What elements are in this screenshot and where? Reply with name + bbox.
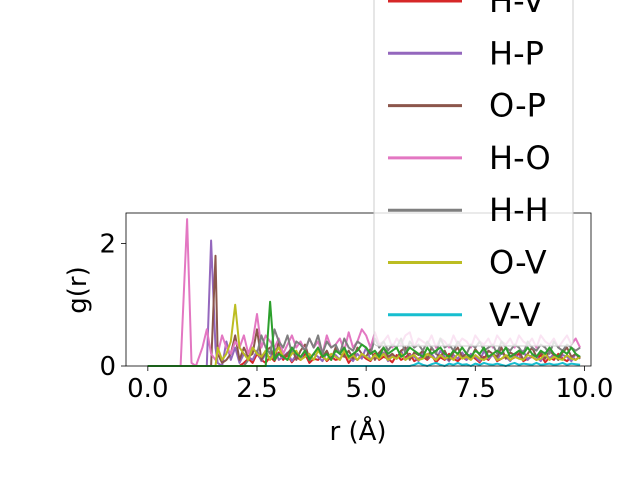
legend-label-h-p: H-P <box>489 34 544 72</box>
y-axis-label: g(r) <box>63 266 93 313</box>
x-tick-label: 10.0 <box>556 374 614 404</box>
legend-label-o-p: O-P <box>489 87 546 125</box>
x-axis-label: r (Å) <box>329 415 386 447</box>
legend: H-V H-P O-P H-O H-H O-V V-V <box>373 0 574 347</box>
x-tick-label: 5.0 <box>345 374 386 404</box>
axes-frame <box>125 212 592 367</box>
series-line-o-p <box>147 254 581 367</box>
y-tick-label: 2 <box>99 230 116 260</box>
x-tick-label: 0.0 <box>127 374 168 404</box>
legend-label-v-v: V-V <box>489 296 541 334</box>
x-tick-label: 2.5 <box>236 374 277 404</box>
tick-layer: 0.0 2.5 5.0 7.5 10.0 0 2 <box>99 230 613 404</box>
legend-box <box>373 0 574 347</box>
x-tick-label: 7.5 <box>455 374 496 404</box>
legend-label-h-o: H-O <box>489 139 551 177</box>
legend-label-o-v: O-V <box>489 244 547 282</box>
legend-label-h-v: H-V <box>489 0 545 20</box>
series-line-o-v <box>147 303 581 367</box>
legend-label-h-h: H-H <box>489 191 549 229</box>
y-tick-label: 0 <box>99 352 116 382</box>
